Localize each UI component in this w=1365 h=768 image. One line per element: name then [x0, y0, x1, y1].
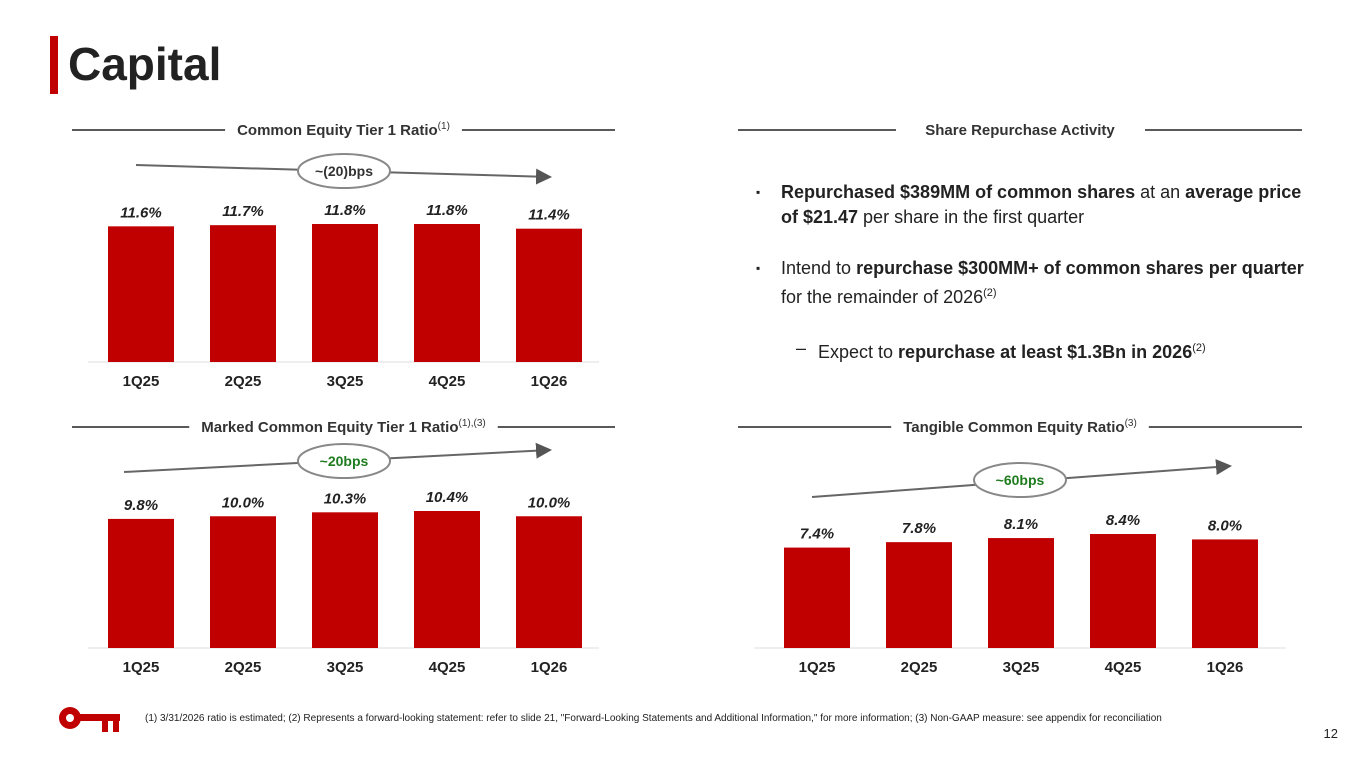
- bullet-text: at an: [1135, 182, 1186, 202]
- x-tick-label: 3Q25: [327, 373, 364, 390]
- bar: [886, 542, 952, 648]
- value-label: 8.1%: [1004, 516, 1038, 533]
- panel-title-text: Marked Common Equity Tier 1 Ratio: [201, 419, 458, 436]
- bar: [312, 224, 378, 362]
- bullet-text: repurchase $300MM+ of common shares per …: [856, 258, 1304, 278]
- bar: [414, 511, 480, 648]
- panel-title-note: (3): [1125, 418, 1137, 429]
- panel-title: Tangible Common Equity Ratio(3): [903, 418, 1137, 436]
- bar: [1192, 539, 1258, 648]
- bullet-text: Expect to: [818, 342, 899, 362]
- bar: [516, 516, 582, 648]
- annotation: ~20bps: [320, 453, 369, 469]
- bar: [784, 547, 850, 648]
- bar: [108, 226, 174, 362]
- bullet-text: (2): [983, 287, 997, 299]
- panel-title: Share Repurchase Activity: [925, 122, 1115, 139]
- annotation-bubble: [297, 443, 391, 479]
- annotation: ~60bps: [996, 472, 1045, 488]
- x-tick-label: 1Q26: [531, 373, 568, 390]
- x-tick-label: 1Q25: [123, 659, 160, 676]
- page-number: 12: [1324, 726, 1338, 741]
- logo: [59, 707, 120, 732]
- bar: [414, 224, 480, 362]
- bullet-text: Repurchased $389MM of common shares: [781, 182, 1136, 202]
- x-tick-label: 4Q25: [429, 373, 466, 390]
- bar: [516, 228, 582, 362]
- x-tick-label: 1Q25: [123, 373, 160, 390]
- panel-title-text: Tangible Common Equity Ratio: [903, 419, 1124, 436]
- bullet-text: Intend to: [781, 258, 857, 278]
- annotation-bubble: [297, 153, 391, 189]
- panel-title-note: (1): [438, 121, 450, 132]
- value-label: 10.0%: [222, 494, 265, 511]
- bullet-text: repurchase at least $1.3Bn in 2026: [898, 342, 1193, 362]
- bar: [108, 518, 174, 648]
- x-tick-label: 1Q26: [1207, 659, 1244, 676]
- bullet: Expect to repurchase at least $1.3Bn in …: [756, 336, 1316, 365]
- bullet: Intend to repurchase $300MM+ of common s…: [756, 256, 1316, 310]
- panel-title: Marked Common Equity Tier 1 Ratio(1),(3): [201, 418, 486, 436]
- bullet: Repurchased $389MM of common shares at a…: [756, 180, 1316, 230]
- value-label: 11.8%: [324, 202, 365, 219]
- value-label: 10.0%: [528, 494, 571, 511]
- panel-title-note: (1),(3): [459, 418, 486, 429]
- value-label: 11.7%: [222, 203, 263, 220]
- value-label: 11.6%: [120, 204, 161, 221]
- annotation: ~(20)bps: [315, 163, 373, 179]
- bullet-text: per share in the first quarter: [858, 207, 1085, 227]
- x-tick-label: 3Q25: [327, 659, 364, 676]
- bar: [988, 538, 1054, 648]
- value-label: 10.3%: [324, 490, 367, 507]
- value-label: 11.8%: [426, 202, 467, 219]
- x-tick-label: 1Q25: [799, 659, 836, 676]
- x-tick-label: 4Q25: [429, 659, 466, 676]
- slide-title: Capital: [68, 38, 221, 90]
- panel-title: Common Equity Tier 1 Ratio(1): [237, 121, 450, 139]
- title-bar: [50, 36, 58, 94]
- bar: [210, 516, 276, 648]
- x-tick-label: 1Q26: [531, 659, 568, 676]
- annotation-bubble: [973, 462, 1067, 498]
- bullet-text: for the remainder of 2026: [781, 287, 984, 307]
- value-label: 11.4%: [528, 207, 569, 224]
- value-label: 7.8%: [902, 520, 936, 537]
- footnote: (1) 3/31/2026 ratio is estimated; (2) Re…: [145, 713, 1162, 724]
- value-label: 10.4%: [426, 489, 469, 506]
- x-tick-label: 2Q25: [225, 659, 262, 676]
- bar: [312, 512, 378, 648]
- repurchase-header: Share Repurchase Activity: [738, 122, 1302, 139]
- value-label: 8.0%: [1208, 517, 1242, 534]
- bar: [1090, 534, 1156, 648]
- x-tick-label: 2Q25: [901, 659, 938, 676]
- value-label: 8.4%: [1106, 512, 1140, 529]
- bullet-text: average price of $21.47: [781, 182, 1302, 227]
- repurchase-list: Repurchased $389MM of common shares at a…: [756, 180, 1316, 391]
- x-tick-label: 4Q25: [1105, 659, 1142, 676]
- bullet-text: (2): [1192, 342, 1206, 354]
- panel-title-text: Common Equity Tier 1 Ratio: [237, 122, 438, 139]
- bar: [210, 225, 276, 362]
- value-label: 9.8%: [124, 497, 158, 514]
- x-tick-label: 3Q25: [1003, 659, 1040, 676]
- x-tick-label: 2Q25: [225, 373, 262, 390]
- value-label: 7.4%: [800, 526, 834, 543]
